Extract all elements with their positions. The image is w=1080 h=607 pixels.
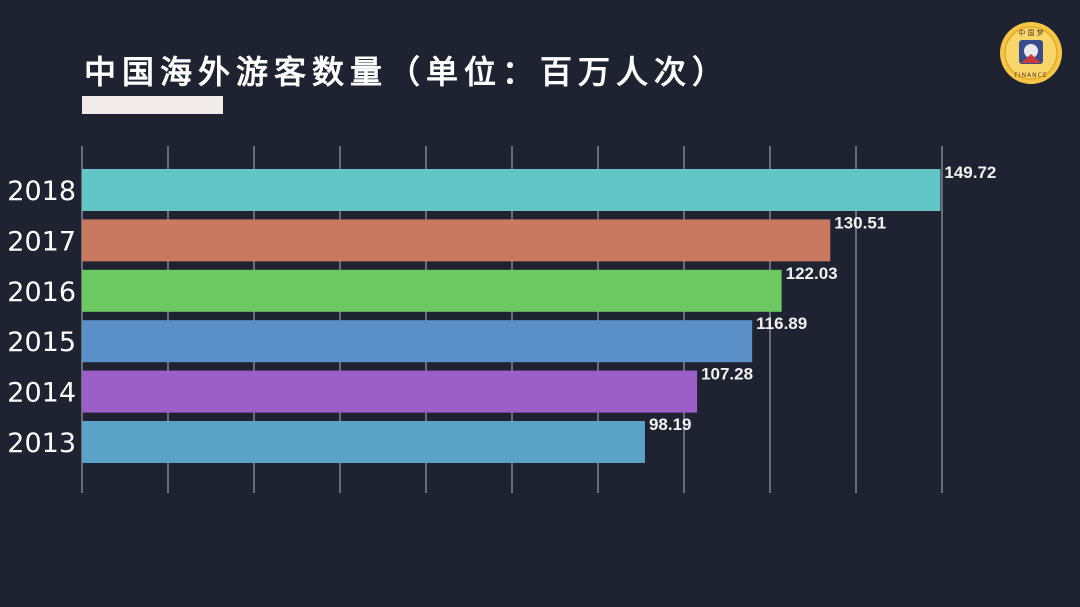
label-layer: 2018 149.72 2017 130.51 2016 122.03 2015 116.89… bbox=[7, 163, 996, 459]
title-underline bbox=[82, 96, 223, 114]
bar-2018 bbox=[82, 169, 941, 211]
chart-title: 中国海外游客数量（单位：百万人次） bbox=[84, 53, 731, 91]
value-label-2013: 98.19 bbox=[649, 415, 692, 434]
value-label-2017: 130.51 bbox=[834, 213, 886, 232]
bar-2013 bbox=[82, 421, 645, 463]
grid-layer bbox=[81, 146, 943, 493]
svg-text:FINANCE: FINANCE bbox=[1014, 72, 1047, 79]
year-label-2013: 2013 bbox=[7, 428, 76, 459]
year-label-2016: 2016 bbox=[7, 277, 76, 308]
bar-2015 bbox=[82, 320, 753, 363]
bar-2017 bbox=[82, 219, 831, 262]
year-label-2017: 2017 bbox=[7, 226, 76, 257]
bar-2016 bbox=[82, 269, 782, 312]
year-label-2014: 2014 bbox=[7, 378, 76, 409]
svg-text:中 国 梦: 中 国 梦 bbox=[1018, 28, 1043, 37]
value-label-2018: 149.72 bbox=[944, 163, 996, 182]
year-label-2018: 2018 bbox=[7, 176, 76, 207]
value-label-2014: 107.28 bbox=[701, 365, 753, 384]
finance-seal-icon: 中 国 梦 FINANCE bbox=[1000, 22, 1062, 84]
bar-2014 bbox=[82, 370, 698, 413]
year-label-2015: 2015 bbox=[7, 327, 76, 358]
value-label-2016: 122.03 bbox=[786, 264, 838, 283]
value-label-2015: 116.89 bbox=[756, 314, 807, 333]
bar-layer bbox=[82, 169, 941, 463]
